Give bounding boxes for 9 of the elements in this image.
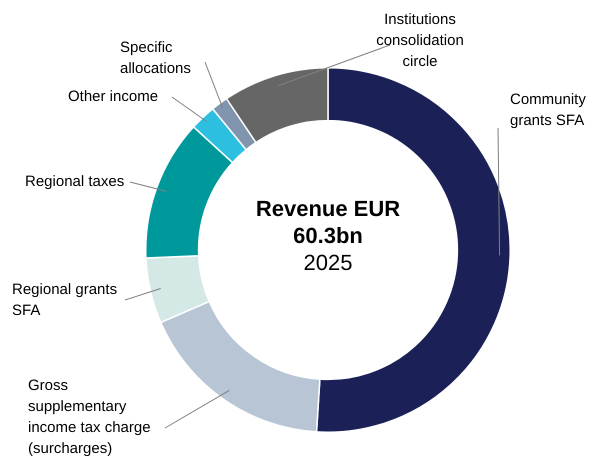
slice-label: Institutions consolidation circle <box>376 11 464 70</box>
slice-label: Gross supplementary income tax charge (surcharges) <box>28 377 151 456</box>
text: 2025 <box>302 249 354 276</box>
text: Revenue EUR 60.3bn <box>254 195 402 249</box>
slice-label: Community grants SFA <box>510 91 586 130</box>
slice-label: Regional grants SFA <box>12 281 118 320</box>
slice-label: Specific allocations <box>120 39 191 78</box>
slice-label: Other income <box>68 88 158 106</box>
slice-label: Regional taxes <box>25 173 124 190</box>
